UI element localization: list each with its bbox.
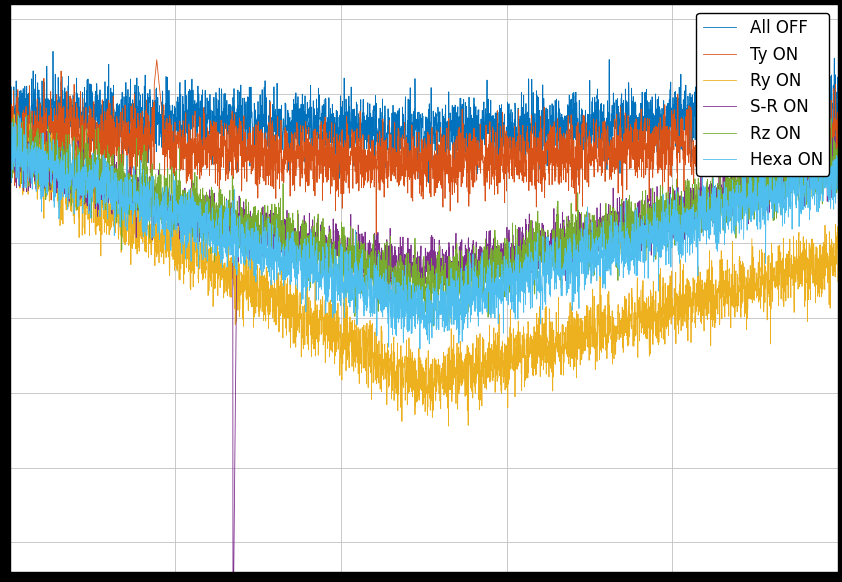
- Rz ON: [766, 180, 776, 187]
- Ty ON: [371, 231, 381, 238]
- Hexa ON: [807, 182, 818, 189]
- Rz ON: [5, 129, 15, 136]
- Line: Rz ON: Rz ON: [10, 113, 838, 326]
- Rz ON: [807, 148, 818, 155]
- Rz ON: [353, 282, 363, 289]
- All OFF: [807, 130, 818, 137]
- Ry ON: [9, 111, 19, 118]
- S-R ON: [5, 161, 15, 168]
- Hexa ON: [5, 154, 15, 161]
- Ry ON: [5, 139, 15, 146]
- Hexa ON: [606, 243, 616, 250]
- S-R ON: [17, 126, 27, 133]
- Rz ON: [13, 110, 23, 117]
- Ty ON: [398, 181, 408, 188]
- Ty ON: [833, 140, 842, 147]
- Ty ON: [5, 128, 15, 135]
- Line: Ty ON: Ty ON: [10, 60, 838, 235]
- S-R ON: [398, 271, 408, 278]
- S-R ON: [360, 258, 370, 265]
- All OFF: [353, 129, 363, 136]
- S-R ON: [833, 155, 842, 162]
- S-R ON: [766, 168, 776, 175]
- Line: All OFF: All OFF: [10, 51, 838, 183]
- All OFF: [398, 135, 408, 142]
- Line: Hexa ON: Hexa ON: [10, 116, 838, 349]
- Ty ON: [152, 56, 162, 63]
- All OFF: [833, 94, 842, 101]
- Ry ON: [360, 364, 370, 371]
- Ty ON: [606, 139, 616, 146]
- Line: S-R ON: S-R ON: [10, 129, 838, 582]
- S-R ON: [807, 148, 818, 155]
- Rz ON: [833, 157, 842, 164]
- Ty ON: [353, 179, 363, 186]
- All OFF: [766, 113, 776, 120]
- All OFF: [424, 179, 434, 186]
- Hexa ON: [13, 112, 24, 119]
- Hexa ON: [353, 306, 363, 313]
- Legend: All OFF, Ty ON, Ry ON, S-R ON, Rz ON, Hexa ON: All OFF, Ty ON, Ry ON, S-R ON, Rz ON, He…: [696, 12, 829, 176]
- Rz ON: [398, 283, 408, 290]
- All OFF: [48, 48, 58, 55]
- Ry ON: [807, 265, 818, 272]
- Rz ON: [606, 210, 616, 217]
- Ry ON: [766, 240, 776, 247]
- Ry ON: [353, 349, 363, 356]
- Ry ON: [444, 423, 454, 430]
- All OFF: [360, 113, 370, 120]
- Rz ON: [360, 249, 370, 256]
- Ry ON: [833, 278, 842, 285]
- Ty ON: [807, 123, 818, 130]
- Ry ON: [398, 375, 408, 382]
- Hexa ON: [415, 346, 425, 353]
- All OFF: [606, 140, 616, 147]
- Hexa ON: [398, 339, 408, 346]
- Hexa ON: [360, 279, 370, 286]
- Ry ON: [606, 349, 616, 356]
- S-R ON: [353, 261, 363, 268]
- Hexa ON: [833, 161, 842, 168]
- S-R ON: [606, 225, 616, 232]
- Rz ON: [429, 322, 439, 329]
- Ty ON: [360, 165, 370, 172]
- All OFF: [5, 101, 15, 108]
- Hexa ON: [766, 205, 776, 212]
- Ty ON: [766, 149, 776, 156]
- Line: Ry ON: Ry ON: [10, 115, 838, 426]
